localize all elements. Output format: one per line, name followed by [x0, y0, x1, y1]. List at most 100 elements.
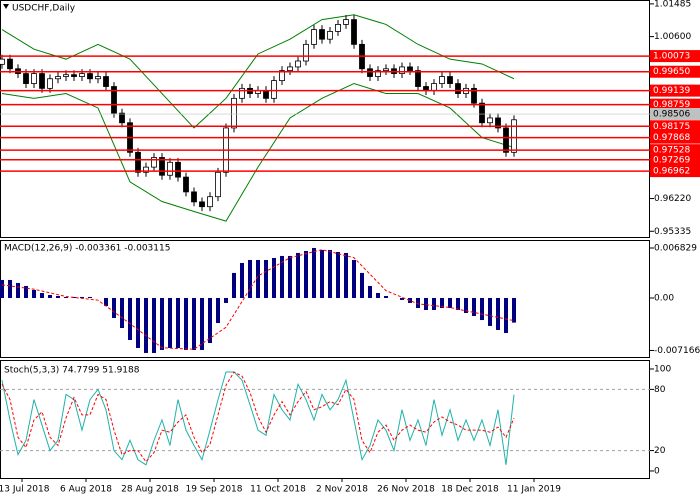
y-tick-label: 0.95335 — [654, 227, 691, 237]
macd-bar — [56, 296, 60, 298]
indicator-line — [1, 14, 515, 129]
candle-body — [71, 74, 77, 77]
macd-bar — [208, 297, 212, 344]
level-label: 0.97269 — [653, 155, 690, 165]
macd-title: MACD(12,26,9) -0.003361 -0.003115 — [4, 244, 170, 254]
level-label: 0.99650 — [653, 67, 690, 77]
macd-bar — [240, 262, 244, 298]
candle-body — [311, 29, 317, 45]
macd-bar — [160, 297, 164, 350]
candle-body — [175, 161, 181, 178]
macd-bar — [320, 249, 324, 298]
x-tick-label: 28 Aug 2018 — [121, 485, 179, 495]
macd-bar — [472, 297, 476, 316]
macd-bar — [288, 255, 292, 298]
macd-bar — [304, 250, 308, 298]
candle-body — [295, 60, 301, 68]
candle-body — [415, 70, 421, 87]
candle-body — [439, 76, 445, 84]
level-label: 0.98759 — [653, 100, 690, 110]
macd-bar — [112, 297, 116, 318]
candle-body — [47, 78, 53, 89]
candle-body — [151, 157, 157, 168]
candle-body — [135, 151, 141, 173]
level-label-bg — [650, 84, 700, 97]
level-label-bg — [650, 98, 700, 111]
macd-bar — [296, 252, 300, 298]
macd-bar — [32, 290, 36, 298]
macd-bar — [384, 296, 388, 298]
macd-bar — [440, 297, 444, 309]
candle-body — [191, 191, 197, 203]
y-tick-label: 1.01485 — [654, 0, 691, 9]
candle-body — [183, 176, 189, 193]
macd-bar — [8, 279, 12, 298]
y-tick-label: 80 — [654, 385, 666, 395]
indicator-line — [1, 371, 515, 466]
level-label: 0.97868 — [653, 133, 690, 143]
level-label: 0.96962 — [653, 167, 690, 177]
candle-body — [23, 73, 29, 84]
candle-body — [95, 76, 101, 80]
macd-bar — [432, 297, 436, 310]
candle-body — [143, 166, 149, 173]
y-tick-label: 0.006829 — [654, 243, 697, 253]
candle-body — [327, 31, 333, 40]
candle-body — [271, 80, 277, 99]
candle-body — [215, 171, 221, 198]
macd-bar — [232, 272, 236, 298]
candle-body — [511, 119, 517, 153]
candle-body — [319, 29, 325, 40]
macd-bar — [40, 293, 44, 298]
macd-bar — [504, 297, 508, 333]
candle-body — [263, 90, 269, 99]
macd-bar — [496, 297, 500, 330]
candle-body — [39, 73, 45, 89]
macd-bar — [464, 297, 468, 313]
candle-body — [119, 112, 125, 124]
macd-bar — [184, 297, 188, 350]
stoch-title: Stoch(5,3,3) 74.7799 51.9188 — [4, 366, 140, 376]
level-label-bg — [650, 50, 700, 63]
candle-body — [367, 68, 373, 77]
candle-body — [231, 97, 237, 129]
macd-bar — [424, 297, 428, 310]
indicator-line — [1, 83, 515, 222]
chart-title: USDCHF,Daily — [12, 4, 76, 14]
candle-body — [0, 58, 5, 65]
macd-bar — [352, 259, 356, 298]
macd-bar — [400, 297, 404, 300]
macd-bar — [408, 297, 412, 303]
candle-body — [351, 19, 357, 45]
main-frame — [0, 0, 650, 238]
macd-bar — [16, 282, 20, 298]
candle-body — [375, 70, 381, 77]
x-tick-label: 11 Jan 2019 — [507, 485, 561, 495]
candle-body — [471, 87, 477, 104]
candle-body — [287, 66, 293, 72]
macd-bar — [128, 297, 132, 341]
candle-body — [343, 19, 349, 25]
candle-body — [79, 73, 85, 77]
y-tick-label: 100 — [654, 364, 671, 374]
symbol-icon — [3, 4, 9, 9]
candle-body — [31, 73, 37, 84]
candle-body — [455, 83, 461, 94]
macd-bar — [376, 293, 380, 298]
candle-body — [103, 76, 109, 87]
x-tick-label: 26 Nov 2018 — [377, 485, 435, 495]
macd-bar — [480, 297, 484, 321]
macd-bar — [200, 297, 204, 350]
macd-bar — [64, 296, 68, 298]
macd-bar — [24, 285, 28, 298]
stoch-frame — [0, 360, 650, 479]
level-label-bg — [650, 65, 700, 78]
macd-bar — [224, 297, 228, 303]
macd-bar — [488, 297, 492, 326]
indicator-line — [1, 371, 515, 463]
candle-body — [335, 24, 341, 32]
macd-bar — [360, 272, 364, 298]
macd-bar — [368, 285, 372, 298]
